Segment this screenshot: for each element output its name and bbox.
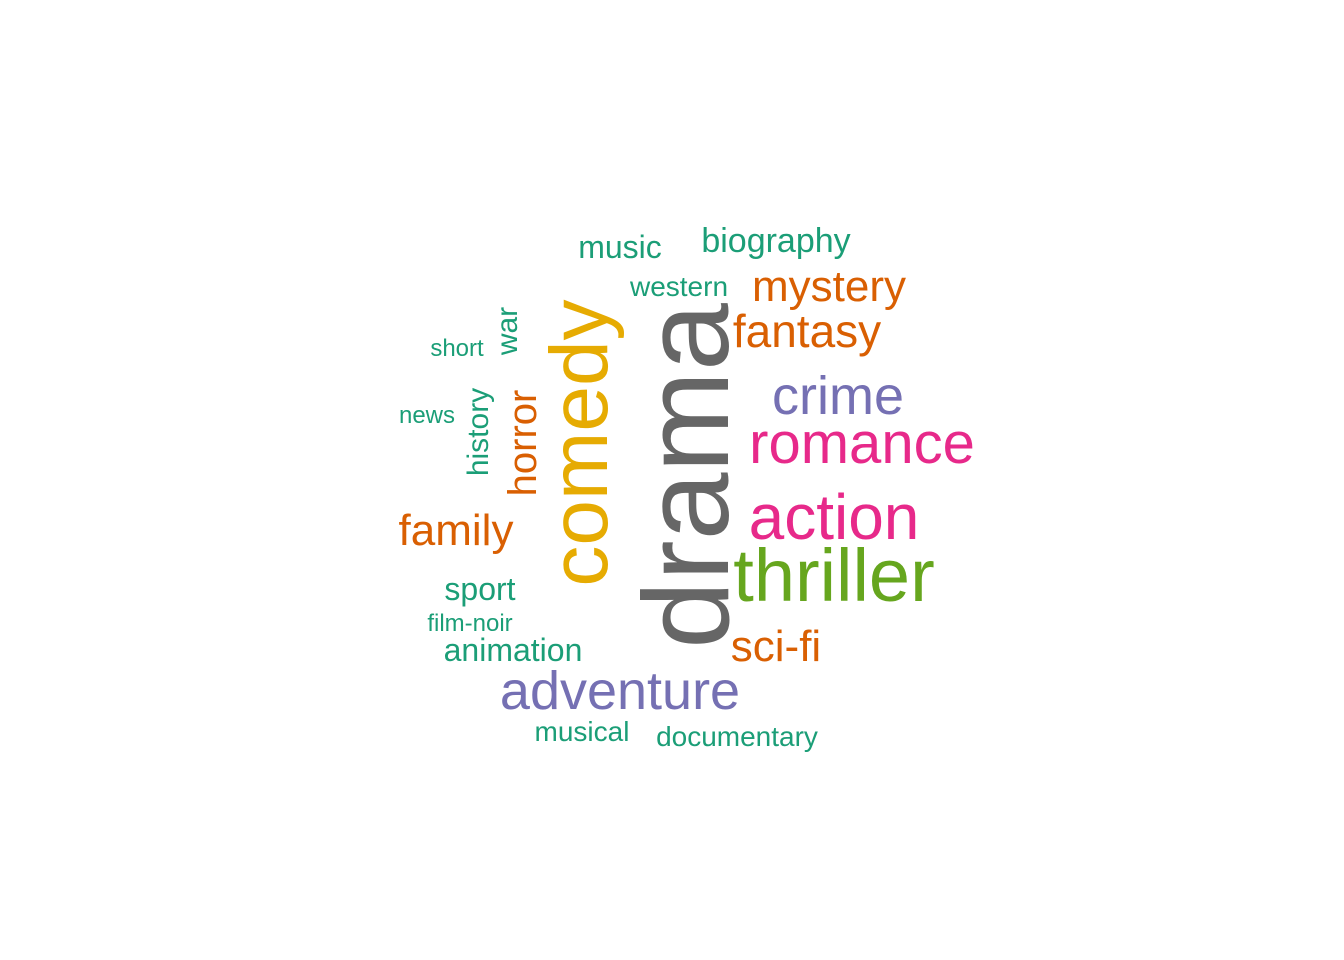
word-music: music [578,229,662,265]
word-short: short [430,335,484,362]
word-sport: sport [444,571,516,607]
word-family: family [398,506,514,555]
word-comedy: comedy [534,299,625,587]
word-crime: crime [772,366,904,426]
word-adventure: adventure [499,661,741,721]
word-action: action [748,481,920,553]
word-biography: biography [701,222,851,260]
word-animation: animation [443,632,583,668]
word-western: western [629,271,729,302]
word-musical: musical [534,716,630,747]
word-news: news [398,402,456,429]
word-film-noir: film-noir [427,610,513,637]
word-romance: romance [749,411,975,476]
word-sci-fi: sci-fi [730,622,822,671]
word-war: war [491,306,524,356]
word-horror: horror [501,389,545,497]
word-thriller: thriller [733,534,935,617]
word-history: history [462,387,495,477]
word-drama: drama [618,303,754,649]
word-documentary: documentary [656,721,818,752]
word-fantasy: fantasy [732,305,882,357]
word-mystery: mystery [752,262,906,311]
